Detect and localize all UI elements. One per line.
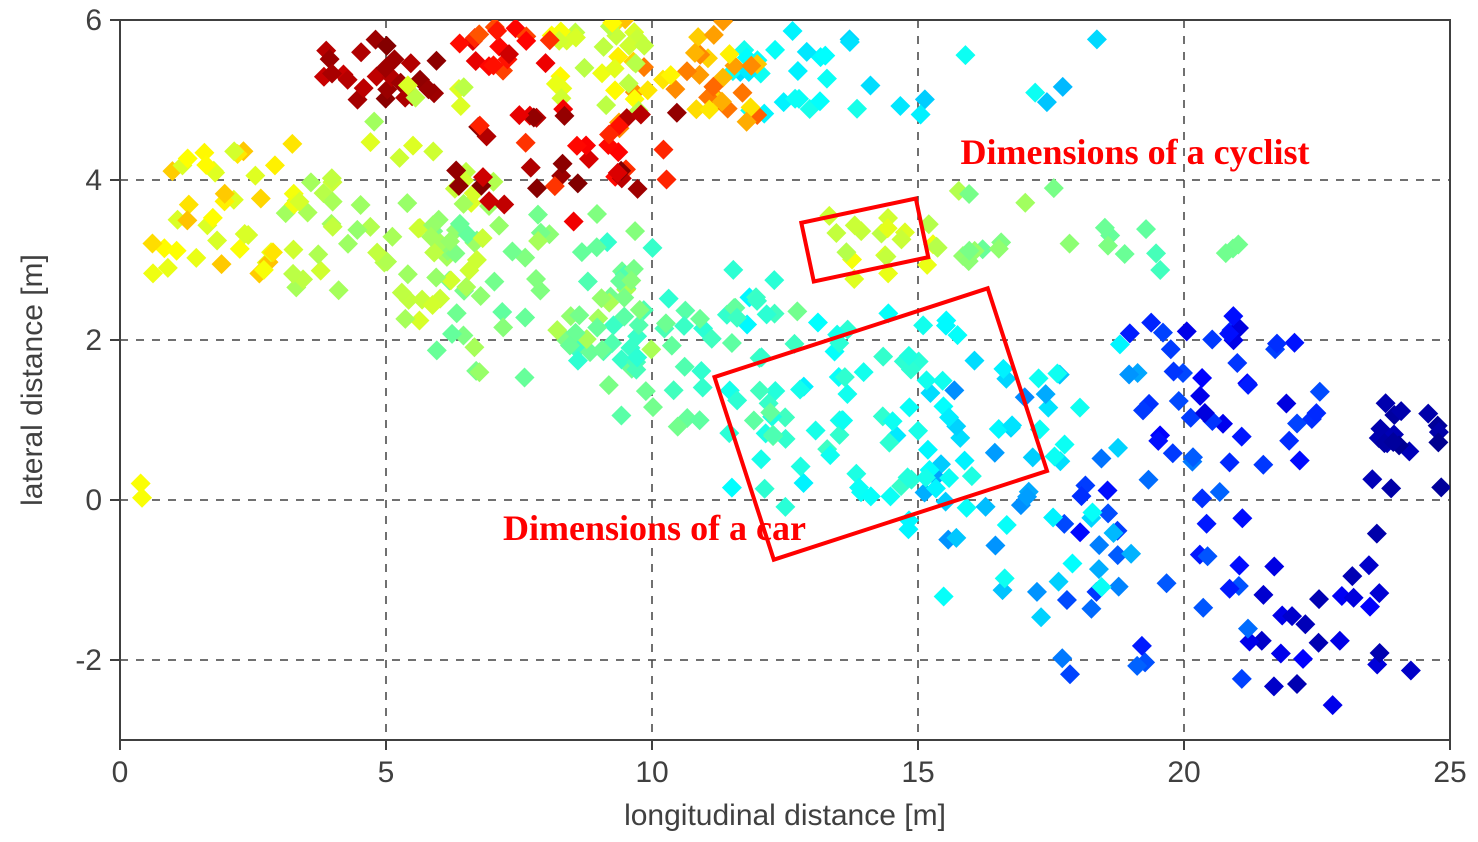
xlabel: longitudinal distance [m] xyxy=(624,799,946,832)
ytick-label: 6 xyxy=(85,4,102,37)
ylabel: lateral distance [m] xyxy=(16,254,49,506)
xtick-label: 20 xyxy=(1167,756,1200,789)
ytick-label: 4 xyxy=(85,164,102,197)
scatter-chart: 0 5 10 15 20 25 -2 0 2 4 6 longitudinal distance [m… xyxy=(0,0,1478,842)
ytick-label: 0 xyxy=(85,484,102,517)
xtick-label: 25 xyxy=(1433,756,1466,789)
chart-bg xyxy=(0,0,1478,842)
cyclist-label: Dimensions of a cyclist xyxy=(961,132,1310,172)
xtick-label: 15 xyxy=(901,756,934,789)
ytick-label: 2 xyxy=(85,324,102,357)
xtick-label: 5 xyxy=(378,756,395,789)
xtick-label: 0 xyxy=(112,756,129,789)
ytick-label: -2 xyxy=(75,644,102,677)
car-label: Dimensions of a car xyxy=(503,508,806,548)
xtick-label: 10 xyxy=(635,756,668,789)
chart-svg: 0 5 10 15 20 25 -2 0 2 4 6 longitudinal distance [m… xyxy=(0,0,1478,842)
